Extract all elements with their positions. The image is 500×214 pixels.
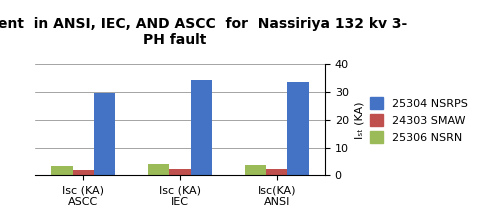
Y-axis label: Iₛₜ (KA): Iₛₜ (KA)	[354, 101, 364, 139]
Bar	[72, 170, 94, 175]
Bar	[288, 82, 308, 175]
Bar	[190, 80, 212, 175]
Bar	[148, 164, 170, 175]
Bar	[245, 165, 266, 175]
Legend: 25304 NSRPS, 24303 SMAW, 25306 NSRN: 25304 NSRPS, 24303 SMAW, 25306 NSRN	[366, 93, 472, 147]
Bar	[170, 169, 190, 175]
Bar	[52, 166, 72, 175]
Bar	[266, 169, 287, 175]
Bar	[94, 93, 115, 175]
Text: Sc current  in ANSI, IEC, AND ASCC  for  Nassiriya 132 kv 3-
PH fault: Sc current in ANSI, IEC, AND ASCC for Na…	[0, 17, 407, 47]
